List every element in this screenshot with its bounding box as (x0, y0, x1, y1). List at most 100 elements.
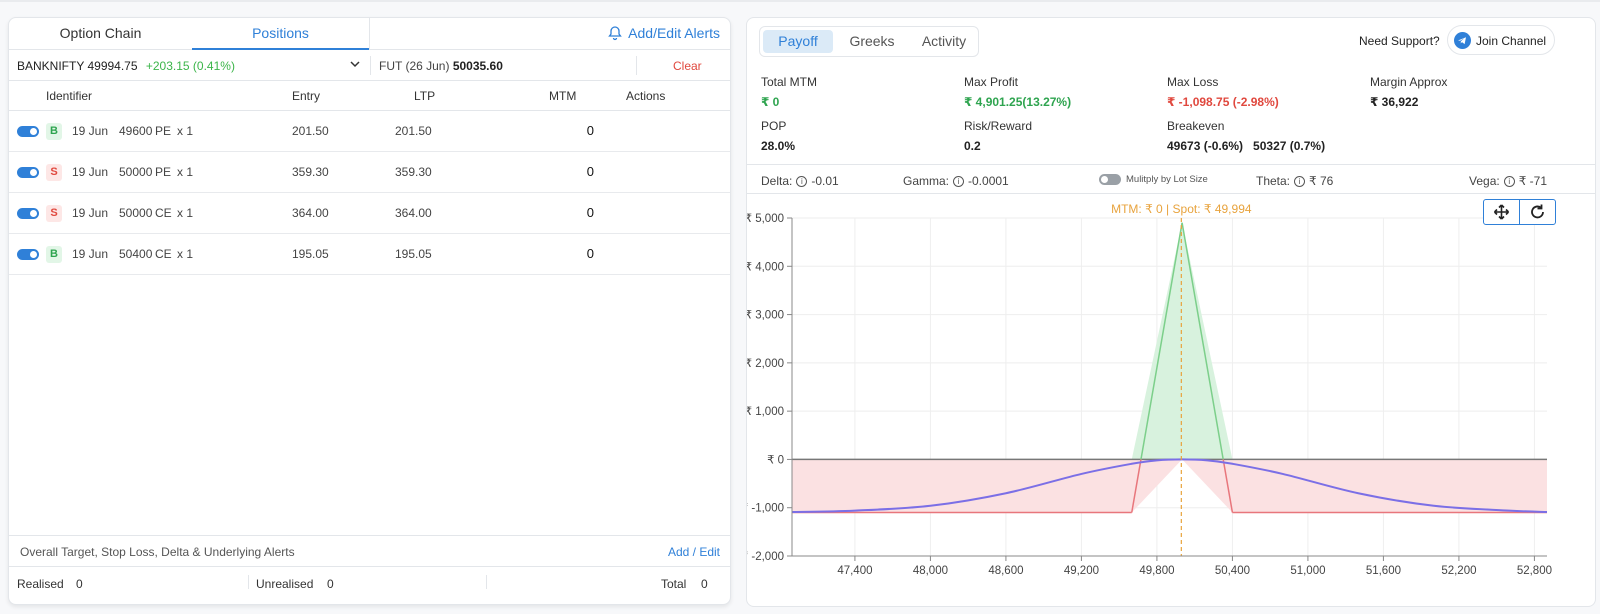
join-channel-label: Join Channel (1476, 34, 1547, 48)
vega-stat: Vega: i ₹ -71 (1469, 174, 1547, 188)
x-tick-label: 52,800 (1517, 565, 1552, 577)
payoff-chart[interactable]: MTM: ₹ 0 | Spot: ₹ 49,994 ₹ 5,000 ₹ 4,000 ₹… (747, 198, 1596, 607)
overall-alerts-label: Overall Target, Stop Loss, Delta & Under… (20, 545, 295, 559)
position-mtm: 0 (586, 205, 594, 220)
y-tick-label: ₹ -2,000 (747, 551, 784, 563)
position-type: CE (155, 247, 172, 261)
add-edit-alerts-label: Add/Edit Alerts (628, 25, 720, 41)
delta-stat: Delta: i -0.01 (761, 174, 839, 188)
stat-breakeven: Breakeven 49673 (-0.6%) 50327 (0.7%) (1167, 119, 1325, 153)
stat-label: Total MTM (761, 75, 818, 89)
position-mtm: 0 (586, 164, 594, 179)
theta-value: ₹ 76 (1309, 174, 1334, 188)
x-tick-label: 51,000 (1290, 565, 1325, 577)
x-tick-label: 49,800 (1139, 565, 1174, 577)
summary-divider (486, 575, 487, 589)
position-expiry: 19 Jun (72, 165, 109, 179)
x-tick-label: 47,400 (837, 565, 872, 577)
multiply-label: Mulitply by Lot Size (1126, 174, 1208, 185)
position-row[interactable]: S 19 Jun 50000 CE x 1 364.00 364.00 0 (9, 193, 730, 234)
tab-greeks[interactable]: Greeks (849, 33, 895, 49)
underlying-change: +203.15 (0.41%) (145, 59, 235, 73)
position-expiry: 19 Jun (72, 124, 109, 138)
add-edit-alerts-link[interactable]: Add/Edit Alerts (607, 25, 720, 41)
position-toggle[interactable] (17, 208, 39, 219)
lot-size-switch[interactable] (1099, 174, 1121, 185)
tab-payoff[interactable]: Payoff (763, 30, 833, 53)
info-icon[interactable]: i (796, 175, 808, 187)
position-strike: 50400 (119, 247, 153, 261)
position-row[interactable]: B 19 Jun 49600 PE x 1 201.50 201.50 0 (9, 111, 730, 152)
position-toggle[interactable] (17, 126, 39, 137)
multiply-lot-toggle: Mulitply by Lot Size (1099, 174, 1208, 185)
pan-button[interactable] (1483, 199, 1520, 225)
add-edit-button[interactable]: Add / Edit (667, 545, 720, 559)
position-entry: 359.30 (292, 165, 329, 179)
top-divider (0, 0, 1600, 2)
position-mtm: 0 (586, 123, 594, 138)
position-strike: 50000 (119, 165, 153, 179)
position-strike: 50000 (119, 206, 153, 220)
greeks-bar: Delta: i -0.01 Gamma: i -0.0001 Mulitply… (747, 164, 1595, 194)
side-badge: S (46, 205, 62, 222)
total-value: 0 (701, 577, 708, 591)
x-tick-label: 48,000 (913, 565, 948, 577)
underlying-name: BANKNIFTY (17, 59, 85, 73)
profit-area (792, 222, 1547, 460)
stat-label: Breakeven (1167, 119, 1225, 133)
stat-value: 0.2 (964, 139, 981, 153)
info-icon[interactable]: i (1503, 175, 1515, 187)
tab-activity[interactable]: Activity (921, 33, 967, 49)
position-ltp: 364.00 (395, 206, 432, 220)
tab-option-chain[interactable]: Option Chain (59, 25, 142, 41)
stat-value: 28.0% (761, 139, 796, 153)
stat-label: Max Profit (964, 75, 1019, 89)
stat-value: ₹ 4,901.25(13.27%) (964, 95, 1072, 109)
info-icon[interactable]: i (1294, 175, 1306, 187)
chevron-down-icon[interactable] (347, 56, 363, 72)
y-tick-label: ₹ -1,000 (747, 503, 784, 515)
delta-value: -0.01 (811, 174, 839, 188)
underlying-info: BANKNIFTY 49994.75 +203.15 (0.41%) (17, 59, 235, 73)
position-qty: x 1 (177, 165, 194, 179)
clear-button[interactable]: Clear (673, 59, 702, 73)
payoff-line-segment (1181, 222, 1224, 460)
payoff-line-segment (1131, 459, 1142, 513)
position-toggle[interactable] (17, 167, 39, 178)
loss-area (792, 459, 1547, 513)
stat-margin-approx: Margin Approx ₹ 36,922 (1370, 75, 1447, 109)
col-entry: Entry (292, 89, 321, 103)
position-entry: 201.50 (292, 124, 329, 138)
stat-max-profit: Max Profit ₹ 4,901.25(13.27%) (964, 75, 1071, 109)
y-tick-label: ₹ 4,000 (747, 261, 784, 273)
instrument-bar: BANKNIFTY 49994.75 +203.15 (0.41%) FUT (… (9, 50, 730, 81)
unrealised-value: 0 (327, 577, 334, 591)
futures-label: FUT (26 Jun) (379, 59, 450, 73)
tab-positions[interactable]: Positions (192, 18, 369, 50)
alerts-footer: Overall Target, Stop Loss, Delta & Under… (9, 535, 730, 566)
position-row[interactable]: B 19 Jun 50400 CE x 1 195.05 195.05 0 (9, 234, 730, 275)
stat-label: Margin Approx (1370, 75, 1448, 89)
stat-risk-reward: Risk/Reward 0.2 (964, 119, 1032, 153)
position-toggle[interactable] (17, 249, 39, 260)
position-strike: 49600 (119, 124, 153, 138)
x-tick-label: 51,600 (1366, 565, 1401, 577)
col-actions: Actions (626, 89, 666, 103)
reset-zoom-button[interactable] (1519, 199, 1556, 225)
side-badge: S (46, 164, 62, 181)
futures-price: 50035.60 (452, 59, 503, 73)
x-tick-label: 48,600 (988, 565, 1023, 577)
position-type: CE (155, 206, 172, 220)
position-row[interactable]: S 19 Jun 50000 PE x 1 359.30 359.30 0 (9, 152, 730, 193)
x-tick-label: 50,400 (1215, 565, 1250, 577)
need-support-label: Need Support? (1359, 34, 1440, 48)
bell-icon (608, 26, 622, 41)
join-channel-button[interactable]: Join Channel (1447, 25, 1555, 55)
info-icon[interactable]: i (953, 175, 965, 187)
payoff-panel: Payoff Greeks Activity Need Support? Joi… (746, 17, 1596, 607)
total-label: Total (661, 577, 687, 591)
position-entry: 364.00 (292, 206, 329, 220)
y-tick-label: ₹ 1,000 (747, 406, 784, 418)
gamma-stat: Gamma: i -0.0001 (903, 174, 1009, 188)
view-tabs: Payoff Greeks Activity (759, 26, 979, 57)
